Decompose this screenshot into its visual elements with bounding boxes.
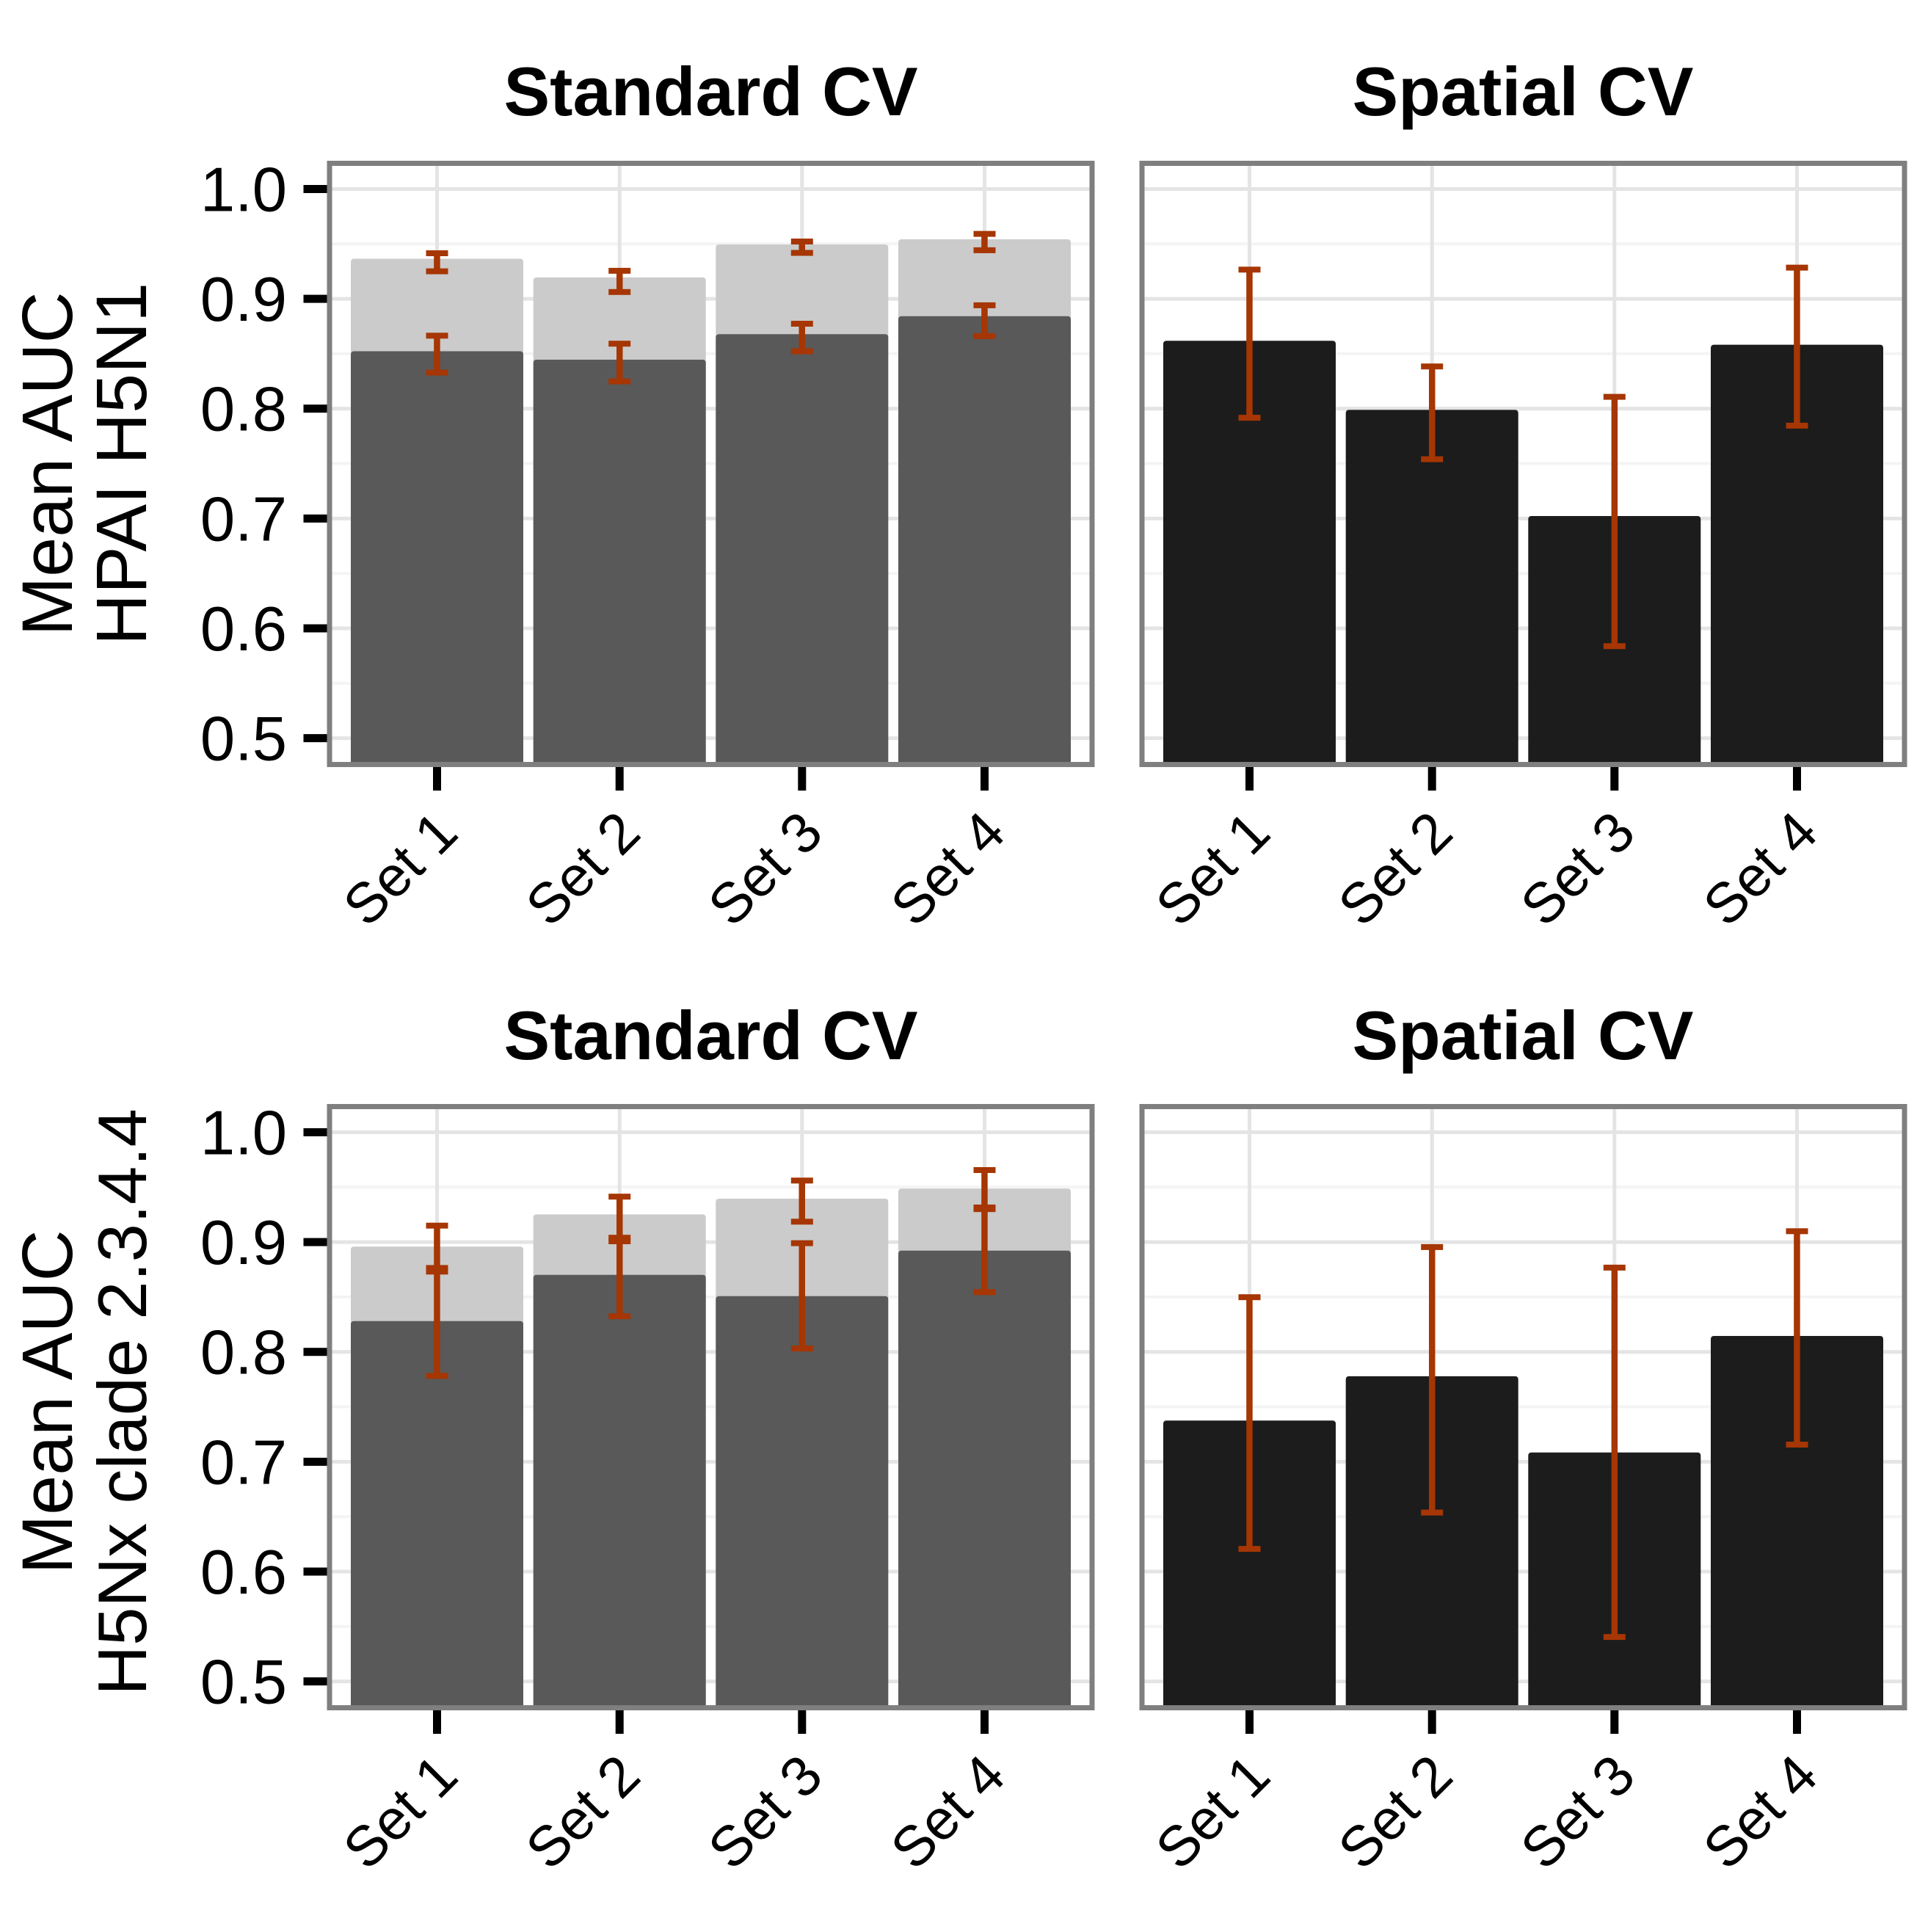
svg-text:Spatial CV: Spatial CV — [1353, 997, 1694, 1074]
svg-text:0.7: 0.7 — [200, 484, 287, 554]
svg-text:0.6: 0.6 — [200, 595, 287, 664]
svg-text:Standard CV: Standard CV — [503, 53, 917, 130]
svg-text:H5Nx clade 2.3.4.4: H5Nx clade 2.3.4.4 — [84, 1108, 161, 1695]
svg-text:0.5: 0.5 — [200, 1648, 287, 1718]
svg-text:Mean AUC: Mean AUC — [7, 291, 87, 636]
svg-text:0.9: 0.9 — [200, 265, 287, 335]
svg-text:0.8: 0.8 — [200, 1318, 287, 1388]
svg-text:0.7: 0.7 — [200, 1428, 287, 1497]
svg-text:0.9: 0.9 — [200, 1208, 287, 1278]
svg-text:0.8: 0.8 — [200, 375, 287, 445]
svg-text:Spatial CV: Spatial CV — [1353, 53, 1694, 130]
svg-text:HPAI H5N1: HPAI H5N1 — [81, 283, 161, 645]
svg-text:Mean AUC: Mean AUC — [7, 1230, 87, 1574]
svg-text:Standard CV: Standard CV — [503, 997, 917, 1074]
svg-text:1.0: 1.0 — [200, 156, 287, 225]
svg-text:0.5: 0.5 — [200, 705, 287, 774]
svg-text:1.0: 1.0 — [200, 1099, 287, 1169]
svg-text:0.6: 0.6 — [200, 1538, 287, 1608]
